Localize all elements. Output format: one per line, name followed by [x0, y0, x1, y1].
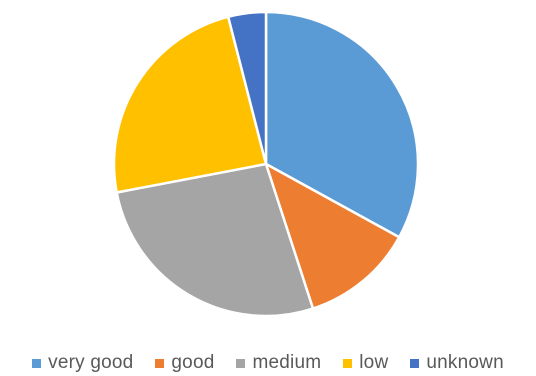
legend-swatch: [236, 358, 246, 368]
legend-swatch: [343, 358, 353, 368]
legend-item-unknown: unknown: [410, 352, 504, 374]
legend-item-low: low: [343, 352, 388, 374]
pie-slice-unknown: [226, 10, 268, 166]
pie-slice-low: [112, 15, 268, 194]
legend-item-very-good: very good: [32, 352, 133, 374]
legend-swatch: [32, 358, 42, 368]
legend-swatch: [155, 358, 165, 368]
legend-label: low: [359, 352, 389, 373]
pie-slice-good: [264, 162, 401, 310]
legend-label: good: [171, 352, 215, 373]
chart-legend: very good good medium low unknown: [0, 350, 536, 376]
legend-label: medium: [252, 352, 322, 373]
pie-slice-very-good: [264, 10, 420, 239]
legend-item-medium: medium: [236, 352, 321, 374]
legend-item-good: good: [155, 352, 214, 374]
pie-slices: [112, 10, 420, 318]
legend-label: very good: [48, 352, 134, 373]
legend-label: unknown: [426, 352, 504, 373]
pie-slice-medium: [115, 162, 315, 318]
legend-swatch: [410, 358, 420, 368]
pie-chart: [112, 10, 420, 318]
